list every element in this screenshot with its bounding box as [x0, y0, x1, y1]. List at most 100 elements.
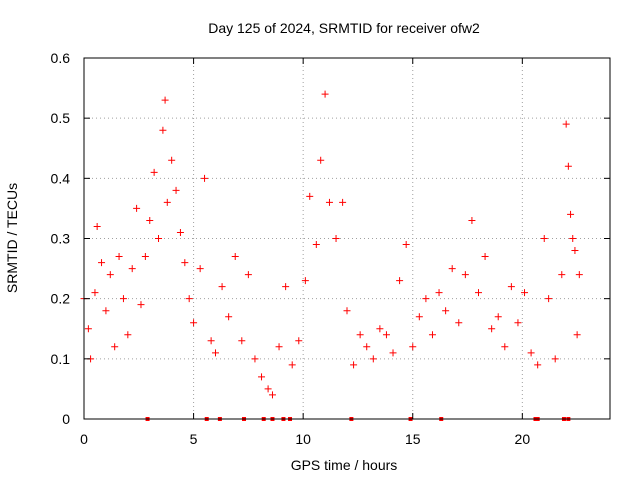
- data-point: [150, 168, 158, 176]
- data-point: [93, 222, 101, 230]
- y-tick-label: 0.1: [51, 351, 71, 367]
- data-point: [321, 90, 329, 98]
- data-point: [494, 313, 502, 321]
- x-tick-label: 15: [405, 431, 421, 447]
- data-point: [128, 265, 136, 273]
- data-point: [514, 319, 522, 327]
- data-points: [80, 90, 583, 399]
- data-point: [571, 247, 579, 255]
- data-point: [558, 271, 566, 279]
- data-point: [396, 277, 404, 285]
- data-point: [409, 343, 417, 351]
- data-point: [190, 319, 198, 327]
- data-point: [312, 241, 320, 249]
- data-point: [137, 301, 145, 309]
- x-tick-label: 5: [190, 431, 198, 447]
- data-point: [111, 343, 119, 351]
- data-point: [402, 241, 410, 249]
- data-point: [415, 313, 423, 321]
- data-point: [435, 289, 443, 297]
- data-point: [98, 259, 106, 267]
- data-point: [133, 204, 141, 212]
- data-point: [264, 385, 272, 393]
- data-point: [428, 331, 436, 339]
- data-point: [317, 156, 325, 164]
- data-point: [507, 283, 515, 291]
- data-point: [332, 235, 340, 242]
- data-point: [196, 265, 204, 273]
- data-point: [185, 295, 193, 303]
- data-point: [501, 343, 509, 351]
- data-point: [141, 253, 149, 261]
- data-point: [481, 253, 489, 261]
- y-tick-label: 0.2: [51, 291, 71, 307]
- data-point: [575, 271, 583, 279]
- data-point: [301, 277, 309, 285]
- data-point: [102, 307, 110, 315]
- data-point: [468, 216, 476, 224]
- data-point: [475, 289, 482, 297]
- data-point: [115, 253, 123, 261]
- data-point: [91, 289, 99, 297]
- data-point: [350, 361, 358, 369]
- data-point: [521, 289, 529, 297]
- data-point: [534, 361, 542, 369]
- data-point: [212, 349, 219, 357]
- data-point: [218, 283, 226, 291]
- data-point: [201, 174, 209, 182]
- data-point: [159, 126, 167, 134]
- y-tick-label: 0: [62, 411, 70, 427]
- data-point: [231, 253, 239, 261]
- data-point: [155, 235, 163, 242]
- data-point: [207, 337, 215, 345]
- data-point: [567, 210, 575, 218]
- data-point: [356, 331, 364, 339]
- y-tick-label: 0.6: [51, 50, 71, 66]
- data-point: [244, 271, 252, 279]
- data-point: [551, 355, 559, 363]
- x-tick-label: 10: [295, 431, 311, 447]
- data-point: [306, 192, 314, 200]
- chart-title: Day 125 of 2024, SRMTID for receiver ofw…: [208, 20, 480, 36]
- data-point: [562, 120, 570, 128]
- data-point: [569, 235, 577, 242]
- data-point: [363, 343, 371, 351]
- data-point: [369, 355, 377, 363]
- data-point: [339, 198, 347, 206]
- data-point: [84, 325, 92, 333]
- data-point: [268, 391, 276, 399]
- data-point: [181, 259, 189, 267]
- data-point: [422, 295, 430, 303]
- data-point: [176, 228, 184, 236]
- data-point: [288, 361, 296, 369]
- data-point: [258, 373, 266, 381]
- grid: [84, 58, 610, 419]
- data-point: [527, 349, 535, 357]
- data-point: [382, 331, 390, 339]
- axis-ticks: 0 0.1 0.2 0.3 0.4 0.5 0.6 0 5 10 15 20: [51, 50, 610, 447]
- data-point: [238, 337, 246, 345]
- data-point: [275, 343, 283, 351]
- data-point: [573, 331, 581, 339]
- data-point: [168, 156, 176, 164]
- data-point: [488, 325, 496, 333]
- data-point: [448, 265, 456, 273]
- data-point: [119, 295, 127, 303]
- data-point: [461, 271, 469, 279]
- data-point: [124, 331, 132, 339]
- data-point: [540, 235, 548, 242]
- data-point: [161, 96, 169, 104]
- x-axis-label: GPS time / hours: [291, 457, 398, 473]
- data-point: [225, 313, 233, 321]
- data-point: [564, 162, 572, 170]
- data-point: [442, 307, 450, 315]
- data-point: [251, 355, 259, 363]
- data-point: [389, 349, 397, 357]
- y-tick-label: 0.3: [51, 231, 71, 247]
- data-point: [545, 295, 553, 303]
- y-tick-label: 0.5: [51, 110, 71, 126]
- y-tick-label: 0.4: [51, 170, 71, 186]
- x-tick-label: 20: [515, 431, 531, 447]
- data-point: [343, 307, 351, 315]
